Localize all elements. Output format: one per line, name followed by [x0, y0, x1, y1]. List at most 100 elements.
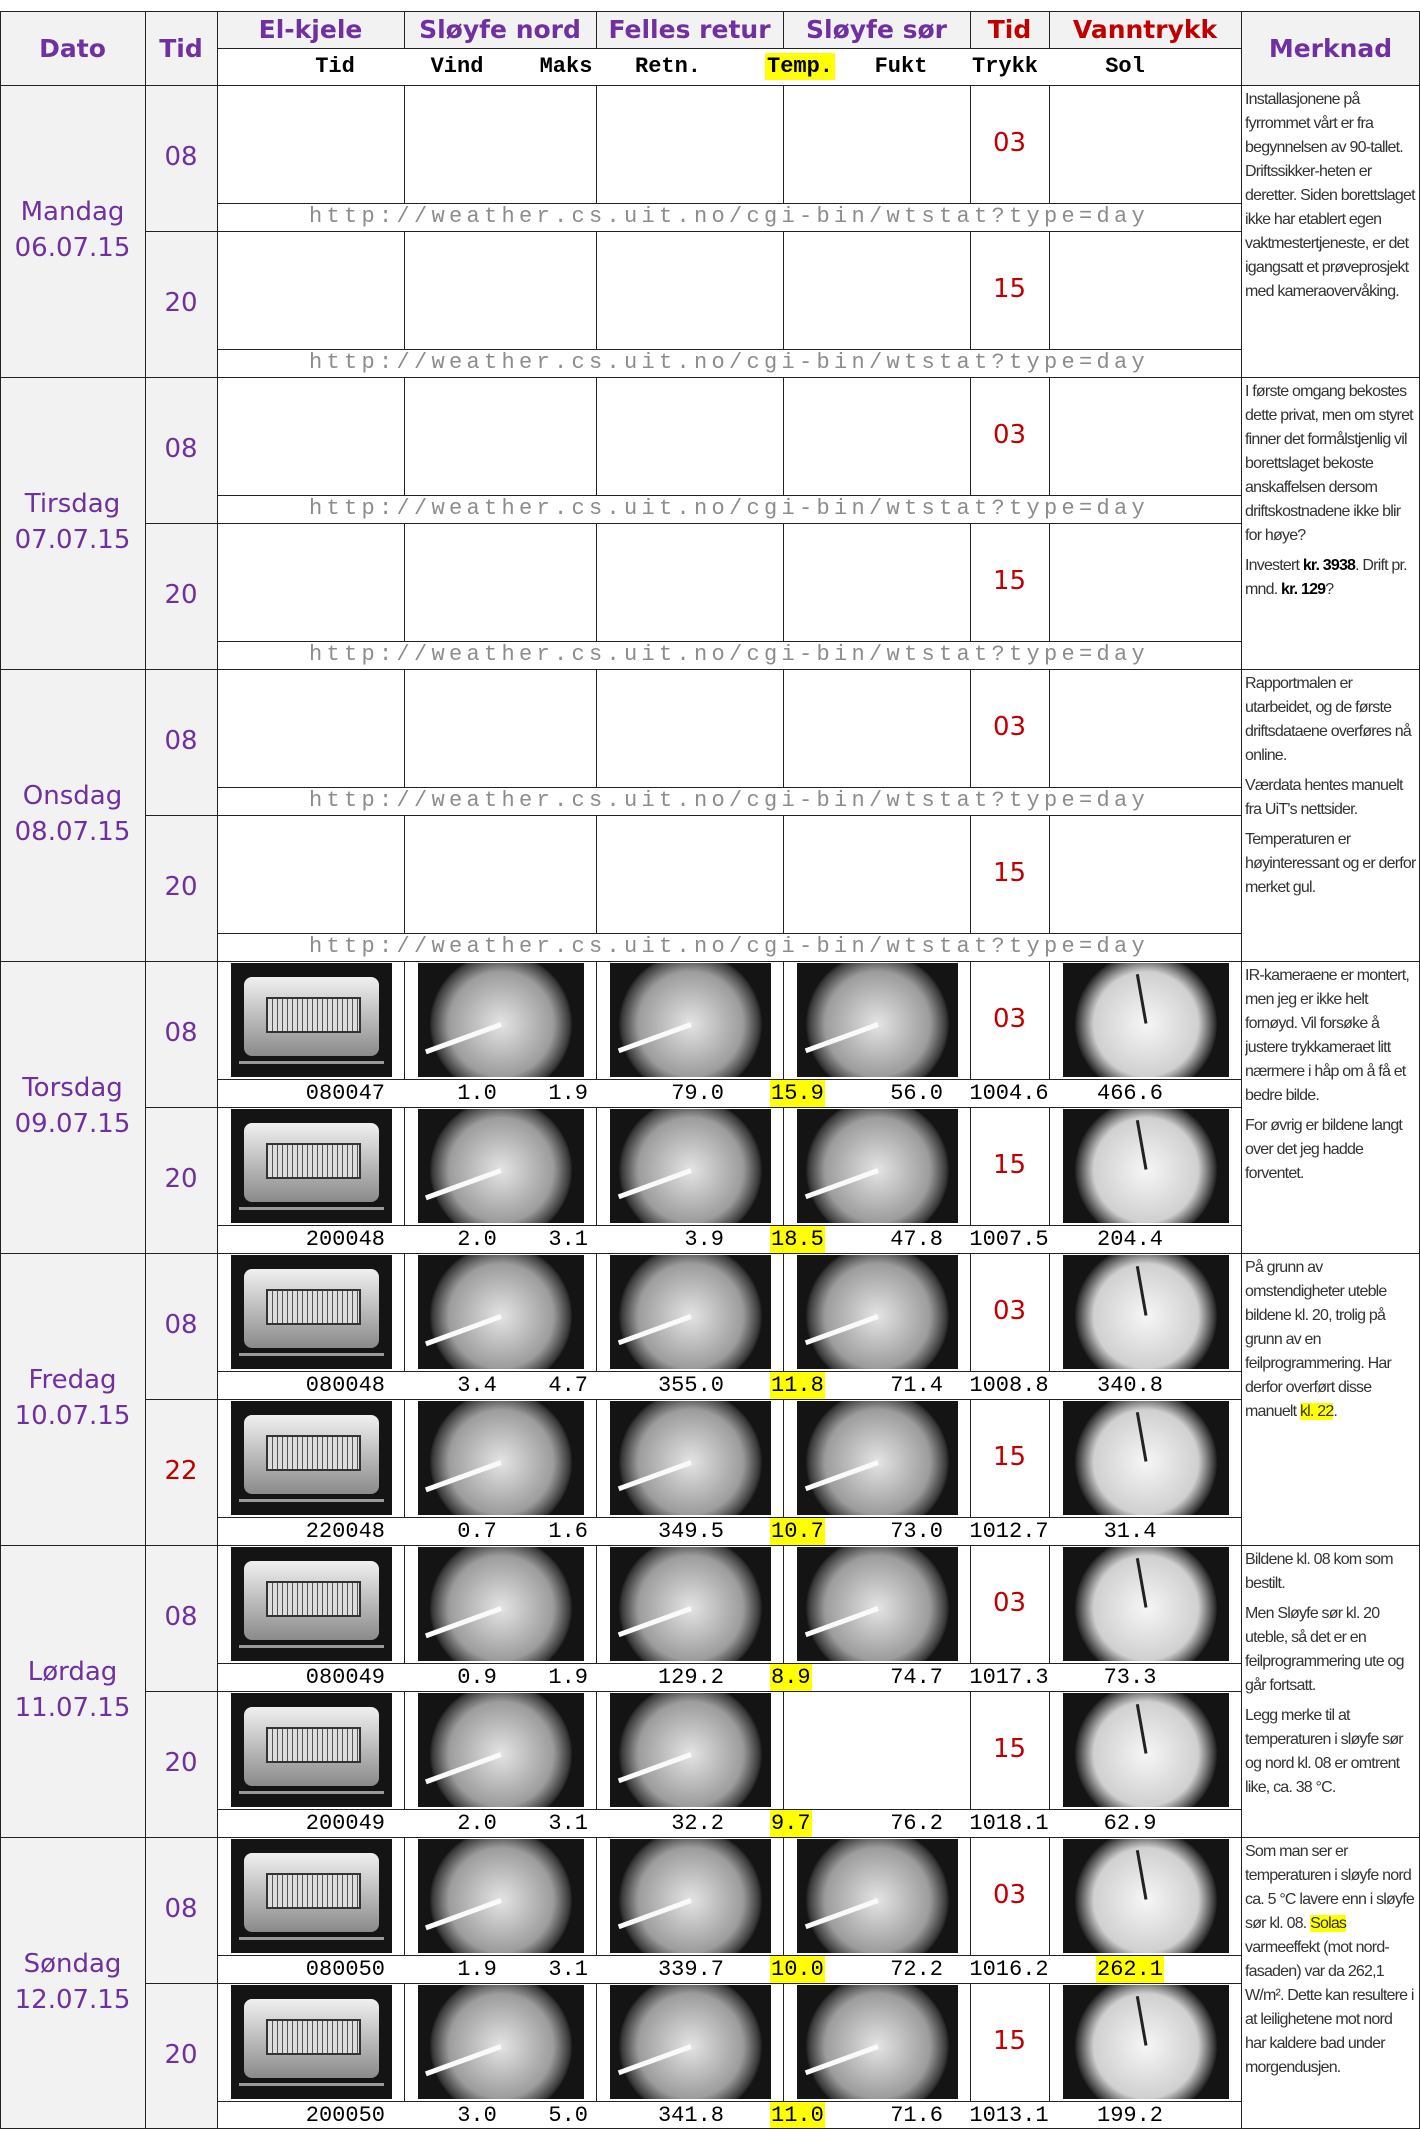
- rule: [1049, 1545, 1050, 1664]
- date-cell: [0, 1545, 145, 1837]
- camera-image: [418, 1547, 584, 1661]
- camera-image: [610, 1255, 771, 1369]
- pressure-time: 15: [992, 2026, 1027, 2056]
- meter-foot: [239, 1061, 384, 1065]
- rule: [217, 2101, 1241, 2102]
- day-date: 06.07.15: [14, 233, 131, 263]
- reading-value: 3.9: [684, 1227, 724, 1252]
- sub-header: Trykk: [971, 54, 1039, 79]
- note-text: Værdata hentes manuelt fra UiT's nettsid…: [1245, 777, 1403, 818]
- rule: [970, 377, 971, 496]
- rule: [1049, 11, 1050, 49]
- note-text: kr. 3938: [1302, 557, 1356, 574]
- rule: [596, 1545, 597, 1664]
- rule: [404, 1107, 405, 1226]
- reading-value: 080048: [305, 1373, 385, 1398]
- rule: [1049, 523, 1050, 642]
- rule: [596, 231, 597, 350]
- note-text: Men Sløyfe sør kl. 20 uteble, så det er …: [1245, 1605, 1404, 1694]
- rule: [970, 815, 971, 934]
- rule: [596, 11, 597, 49]
- rule: [970, 11, 971, 49]
- rule: [596, 85, 597, 204]
- meter-foot: [239, 1499, 384, 1503]
- note-paragraph: Værdata hentes manuelt fra UiT's nettsid…: [1245, 774, 1416, 822]
- rule: [145, 815, 1241, 816]
- camera-image: [231, 1109, 392, 1223]
- sub-header: Temp.: [764, 53, 836, 80]
- date-cell: [0, 961, 145, 1253]
- day-name: Søndag: [23, 1949, 122, 1979]
- meter-scale: [266, 1581, 361, 1618]
- rule: [145, 1107, 1241, 1108]
- date-cell: [0, 85, 145, 377]
- rule: [0, 1253, 1420, 1254]
- column-header: Tid: [145, 11, 217, 85]
- reading-value: 339.7: [657, 1957, 724, 1982]
- reading-value: 1016.2: [969, 1957, 1049, 1982]
- reading-value: 1007.5: [969, 1227, 1049, 1252]
- rule: [596, 1107, 597, 1226]
- reading-value: 73.3: [1103, 1665, 1157, 1690]
- day-name: Torsdag: [22, 1073, 123, 1103]
- note-paragraph: Temperaturen er høyinteressant og er der…: [1245, 828, 1416, 900]
- day-date: 11.07.15: [14, 1693, 131, 1723]
- time-label: 08: [164, 1310, 198, 1340]
- rule: [783, 961, 784, 1080]
- reading-value: 1012.7: [969, 1519, 1049, 1544]
- rule: [0, 2128, 1420, 2129]
- note-paragraph: Rapportmalen er utarbeidet, og de første…: [1245, 672, 1416, 768]
- pressure-time: 03: [992, 712, 1027, 742]
- note-text: kl. 22: [1299, 1403, 1334, 1420]
- note-paragraph: Installasjonene på fyrrommet vårt er fra…: [1245, 88, 1416, 304]
- rule: [1049, 1107, 1050, 1226]
- reading-value: 262.1: [1095, 1955, 1165, 1983]
- note-paragraph: Bildene kl. 08 kom som bestilt.: [1245, 1548, 1416, 1596]
- reading-value: 31.4: [1103, 1519, 1157, 1544]
- rule: [783, 523, 784, 642]
- reading-value: 32.2: [671, 1811, 724, 1836]
- column-header: Merknad: [1241, 11, 1420, 85]
- reading-value: 200049: [305, 1811, 385, 1836]
- reading-value: 11.8: [770, 1371, 825, 1399]
- pressure-time: 03: [992, 1588, 1027, 1618]
- pressure-time: 15: [992, 1734, 1027, 1764]
- reading-value: 200048: [305, 1227, 385, 1252]
- rule: [404, 1691, 405, 1810]
- note-paragraph: Som man ser er temperaturen i sløyfe nor…: [1245, 1840, 1416, 2080]
- rule: [970, 231, 971, 350]
- rule: [404, 1983, 405, 2102]
- camera-image: [1063, 1547, 1229, 1661]
- rule: [783, 377, 784, 496]
- reading-value: 1018.1: [969, 1811, 1049, 1836]
- gauge-dial: [429, 1255, 573, 1369]
- time-label: 08: [164, 1602, 198, 1632]
- reading-value: 1013.1: [969, 2103, 1049, 2128]
- camera-image: [610, 1693, 771, 1807]
- time-label: 20: [164, 2040, 198, 2070]
- rule: [783, 1107, 784, 1226]
- rule: [145, 11, 146, 2129]
- camera-image: [1063, 1255, 1229, 1369]
- reading-value: 080049: [305, 1665, 385, 1690]
- rule: [217, 1079, 1241, 1080]
- column-header: Tid: [970, 11, 1049, 48]
- rule: [970, 1837, 971, 1956]
- rule: [1049, 1837, 1050, 1956]
- camera-image: [231, 1547, 392, 1661]
- reading-value: 466.6: [1096, 1081, 1164, 1106]
- pressure-time: 03: [992, 1880, 1027, 1910]
- camera-image: [231, 1985, 392, 2099]
- rule: [1049, 669, 1050, 788]
- note: Installasjonene på fyrrommet vårt er fra…: [1245, 88, 1416, 374]
- day-name: Mandag: [20, 197, 125, 227]
- rule: [217, 787, 1241, 788]
- gauge-dial: [806, 1109, 949, 1223]
- note-paragraph: På grunn av omstendigheter uteble bilden…: [1245, 1256, 1416, 1424]
- rule: [217, 203, 1241, 204]
- rule: [0, 85, 1420, 86]
- reading-value: 11.0: [770, 2101, 825, 2129]
- day-date: 12.07.15: [14, 1985, 131, 2015]
- note-paragraph: Men Sløyfe sør kl. 20 uteble, så det er …: [1245, 1602, 1416, 1698]
- day-name: Lørdag: [27, 1657, 118, 1687]
